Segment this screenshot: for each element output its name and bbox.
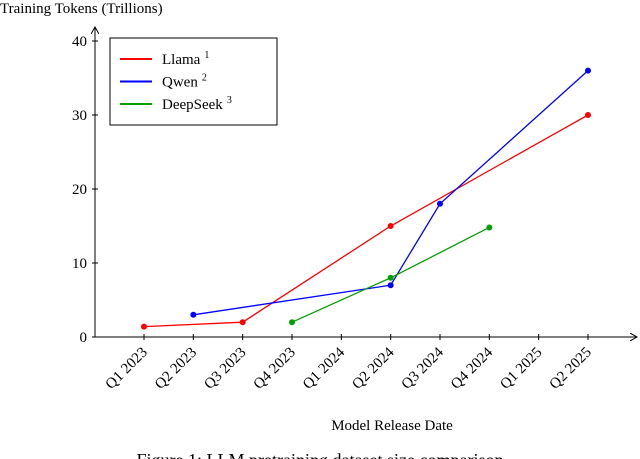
y-tick-label: 40 bbox=[72, 34, 87, 50]
x-tick-label: Q2 2023 bbox=[152, 345, 200, 393]
y-tick-label: 10 bbox=[72, 256, 87, 272]
series-line bbox=[193, 70, 589, 316]
legend-label: Qwen 2 bbox=[162, 73, 207, 91]
y-axis-title: Training Tokens (Trillions) bbox=[0, 1, 163, 17]
x-tick-label: Q1 2025 bbox=[497, 345, 545, 393]
x-axis-title: Model Release Date bbox=[331, 418, 453, 434]
x-tick-label: Q2 2024 bbox=[349, 344, 397, 392]
series-line bbox=[143, 114, 589, 328]
legend-label: Llama 1 bbox=[162, 50, 209, 68]
legend-footnote: 2 bbox=[202, 73, 207, 84]
x-tick-label: Q1 2023 bbox=[103, 345, 151, 393]
legend-footnote: 1 bbox=[204, 50, 209, 61]
y-tick-label: 20 bbox=[72, 182, 87, 198]
legend-name: Qwen bbox=[162, 75, 198, 91]
x-tick-label: Q4 2023 bbox=[251, 345, 299, 393]
data-point bbox=[486, 224, 493, 231]
data-point bbox=[585, 112, 591, 118]
legend-footnote: 3 bbox=[227, 95, 232, 106]
data-point bbox=[387, 223, 394, 229]
legend-name: DeepSeek bbox=[162, 97, 223, 113]
x-tick-label: Q4 2024 bbox=[448, 344, 496, 392]
data-point bbox=[141, 323, 147, 330]
data-point bbox=[239, 319, 246, 326]
data-point bbox=[289, 319, 295, 326]
x-tick-label: Q3 2023 bbox=[201, 345, 249, 393]
legend-name: Llama bbox=[162, 52, 201, 68]
data-point bbox=[387, 282, 394, 289]
x-tick-label: Q1 2024 bbox=[300, 344, 348, 392]
data-point bbox=[437, 200, 443, 207]
data-point bbox=[387, 274, 394, 281]
x-tick-label: Q3 2024 bbox=[399, 344, 447, 392]
data-point bbox=[585, 67, 591, 74]
x-tick-label: Q2 2025 bbox=[547, 345, 595, 393]
legend-label: DeepSeek 3 bbox=[162, 95, 232, 113]
data-point bbox=[190, 311, 197, 318]
y-tick-label: 0 bbox=[80, 330, 88, 346]
caption: Figure 1: LLM pretraining dataset size c… bbox=[137, 450, 504, 459]
y-tick-label: 30 bbox=[72, 108, 87, 124]
